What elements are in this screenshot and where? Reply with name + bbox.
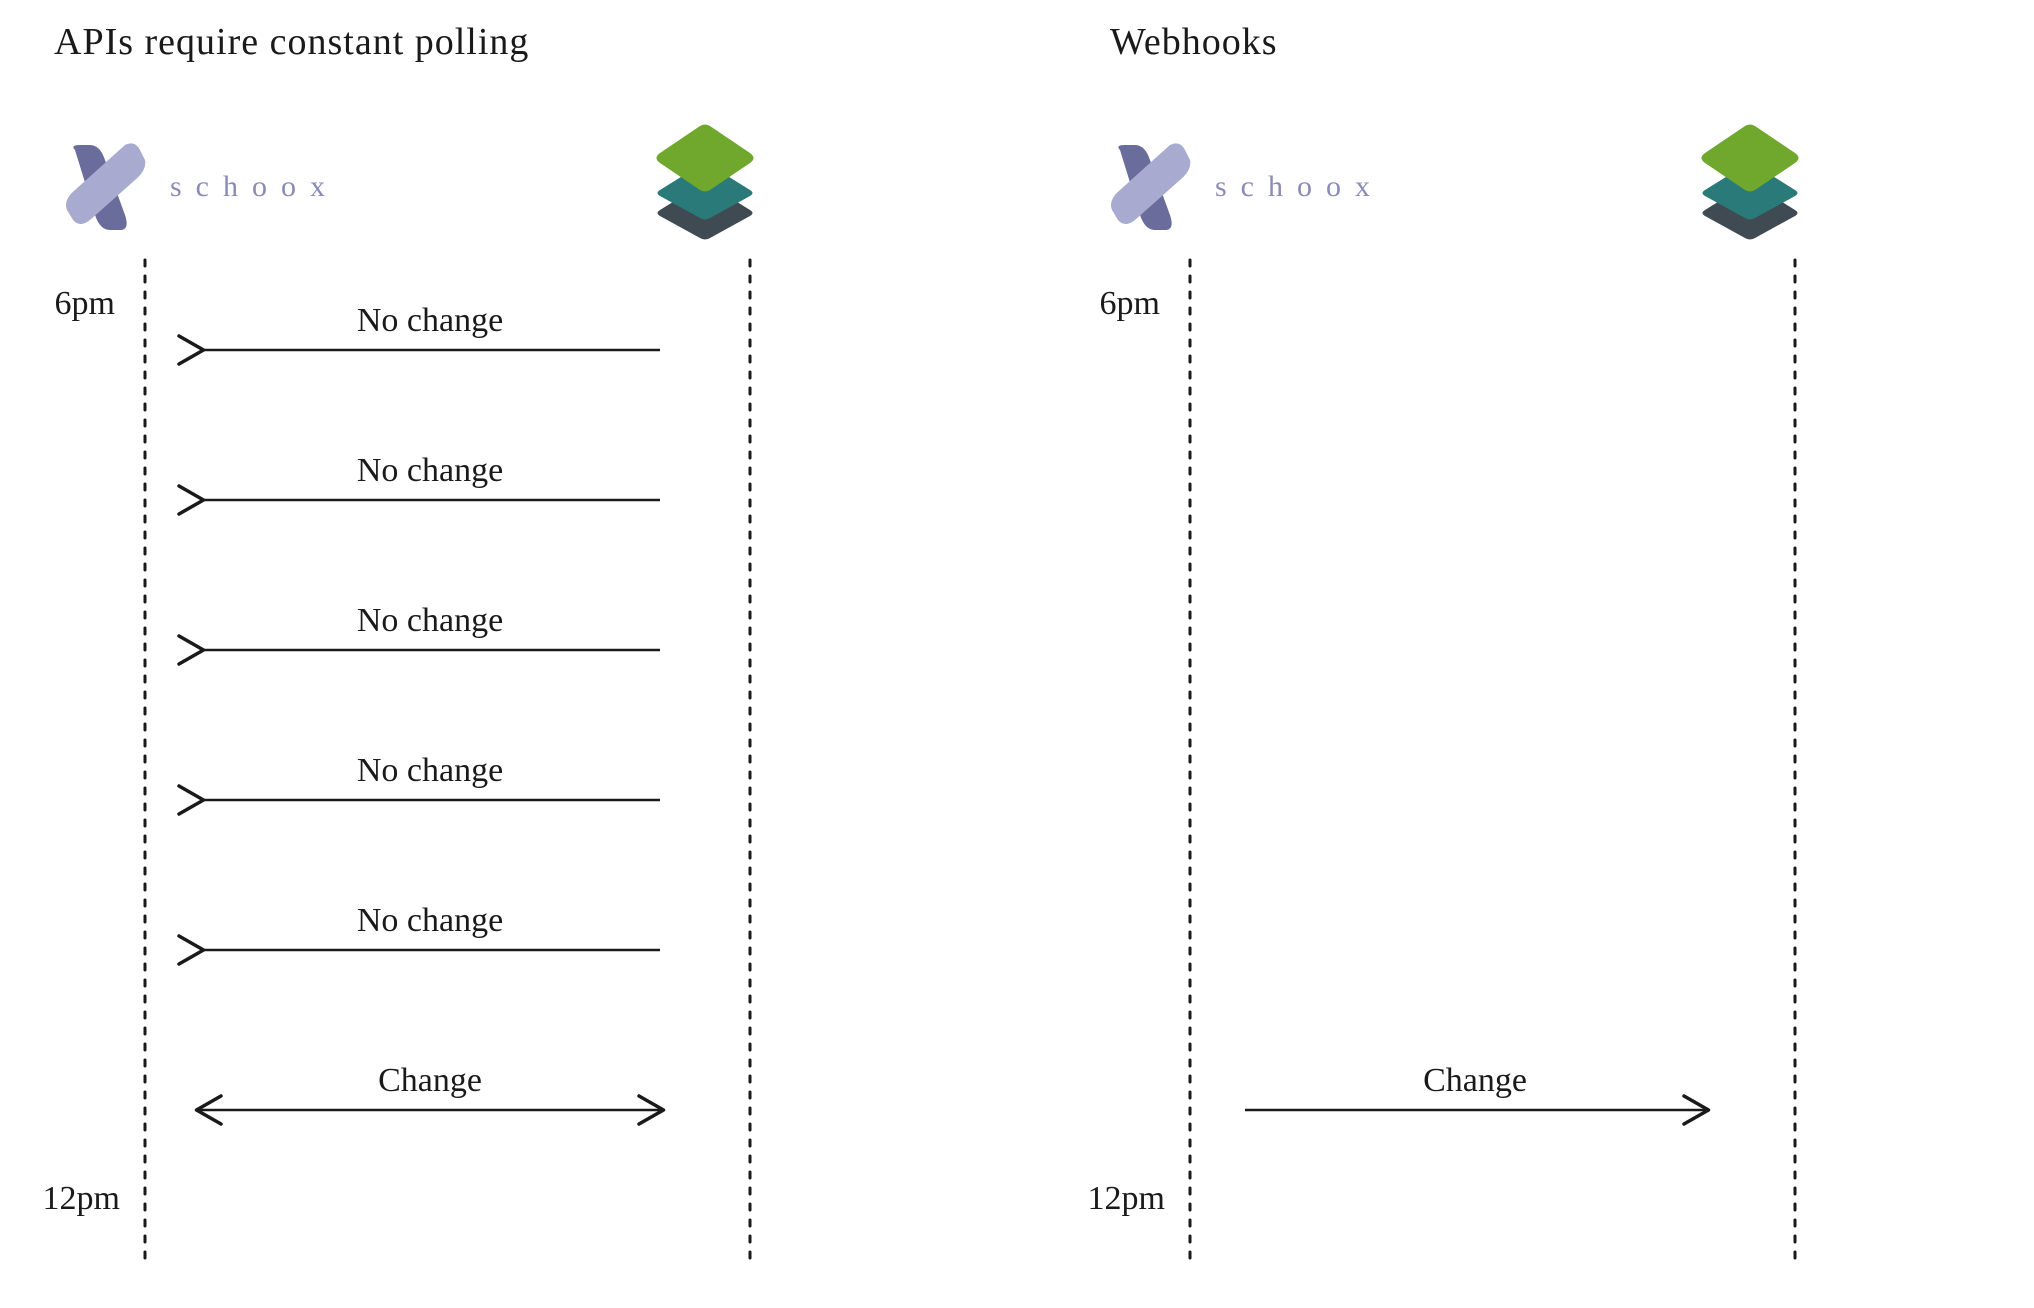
layers-icon xyxy=(645,120,765,240)
arrow-label: No change xyxy=(200,602,660,640)
right-title: Webhooks xyxy=(1110,20,1277,64)
right-schoox-label: schoox xyxy=(1215,170,1384,204)
arrow-label: No change xyxy=(200,302,660,340)
arrow-label: No change xyxy=(200,752,660,790)
left-title: APIs require constant polling xyxy=(54,20,529,64)
layers-icon xyxy=(1690,120,1810,240)
arrow-label: No change xyxy=(200,902,660,940)
left-time-12pm: 12pm xyxy=(20,1180,120,1218)
schoox-x-icon xyxy=(55,135,155,235)
left-time-6pm: 6pm xyxy=(25,285,115,323)
right-time-6pm: 6pm xyxy=(1070,285,1160,323)
arrow-label: No change xyxy=(200,452,660,490)
diagram-canvas: APIs require constant polling Webhooks s… xyxy=(0,0,2034,1308)
arrow-label: Change xyxy=(200,1062,660,1100)
right-time-12pm: 12pm xyxy=(1065,1180,1165,1218)
arrow-label: Change xyxy=(1245,1062,1705,1100)
left-schoox-label: schoox xyxy=(170,170,339,204)
schoox-x-icon xyxy=(1100,135,1200,235)
